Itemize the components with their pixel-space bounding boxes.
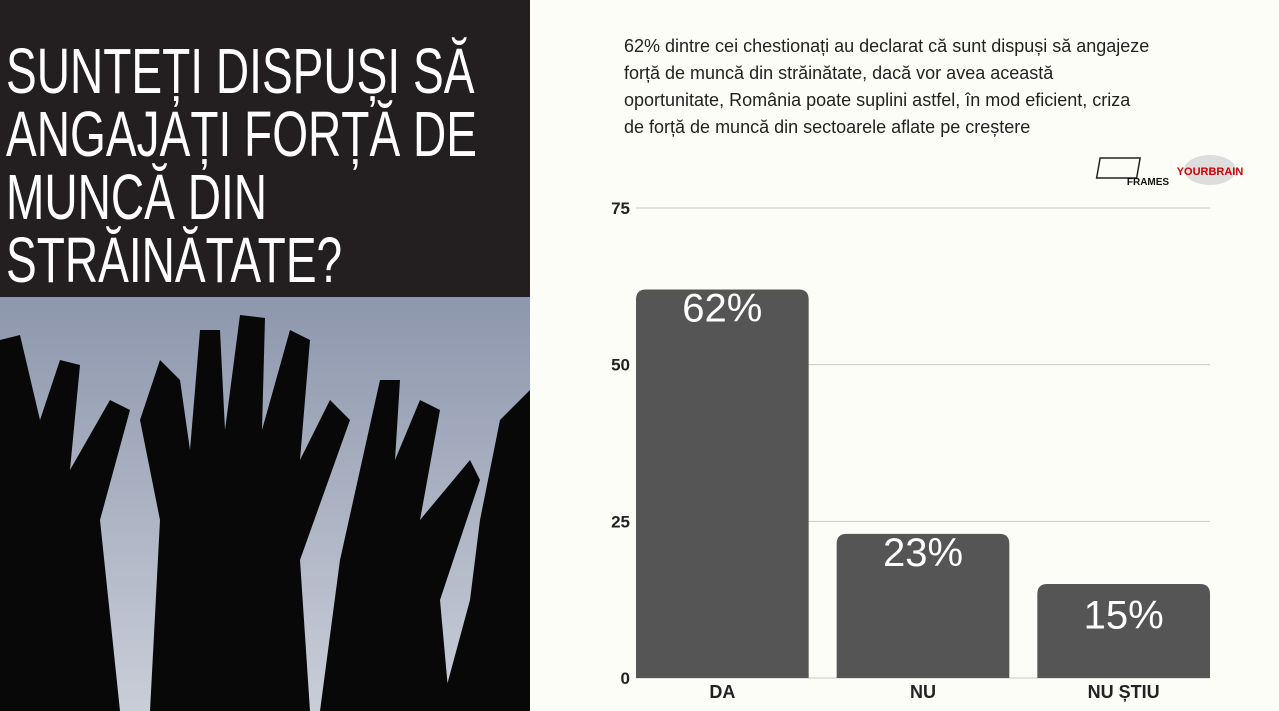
description-line: oportunitate, România poate suplini astf… — [624, 90, 1131, 110]
logo-yourbrain: YOURBRAIN — [1177, 166, 1244, 178]
y-tick-label: 75 — [611, 199, 630, 218]
y-tick-label: 50 — [611, 356, 630, 375]
logos: FRAMES YOURBRAIN — [1095, 155, 1244, 188]
value-label: 62% — [682, 286, 762, 330]
bar — [636, 289, 809, 678]
value-label: 23% — [883, 531, 963, 575]
hands-photo — [0, 297, 530, 711]
title-line: ANGAJAȚI FORȚĂ DE — [6, 99, 477, 170]
title-line: STRĂINĂTATE? — [6, 225, 342, 296]
title-line: SUNTEȚI DISPUȘI SĂ — [6, 36, 475, 107]
chart: 0 25 50 75 62% DA 23% NU 15% NU ȘTIU — [611, 199, 1210, 702]
logo-frame — [1095, 157, 1142, 179]
y-tick-label: 25 — [611, 512, 630, 531]
y-tick-label: 0 — [621, 669, 630, 688]
title-panel — [0, 0, 530, 297]
description-line: forță de muncă din străinătate, dacă vor… — [624, 63, 1054, 83]
description-line: 62% dintre cei chestionați au declarat c… — [624, 36, 1149, 56]
description: 62% dintre cei chestionați au declarat c… — [624, 36, 1149, 137]
x-tick-label: NU — [910, 682, 936, 702]
bar — [1037, 584, 1210, 678]
logo-frames: FRAMES — [1127, 177, 1170, 188]
x-tick-label: DA — [709, 682, 735, 702]
x-tick-label: NU ȘTIU — [1088, 682, 1160, 702]
description-line: de forță de muncă din sectoarele aflate … — [624, 117, 1030, 137]
value-label: 15% — [1084, 594, 1164, 638]
title-line: MUNCĂ DIN — [6, 162, 267, 233]
logo-brain — [1184, 155, 1236, 185]
bar — [836, 533, 1010, 678]
